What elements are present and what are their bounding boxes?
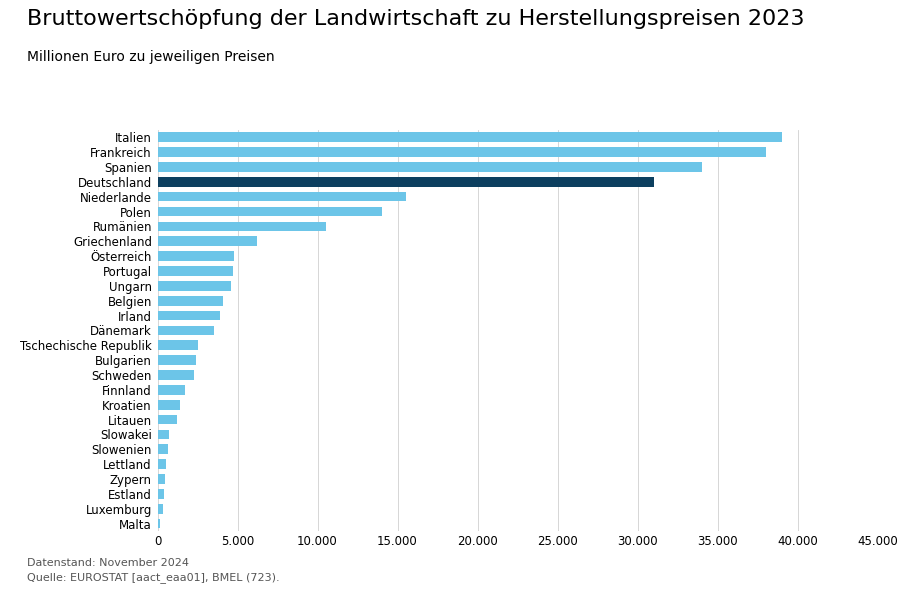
Bar: [158, 430, 168, 439]
Bar: [158, 370, 194, 380]
Bar: [158, 192, 406, 202]
Bar: [158, 266, 233, 276]
Bar: [158, 311, 220, 320]
Bar: [158, 148, 766, 157]
Bar: [158, 132, 781, 142]
Bar: [158, 415, 176, 424]
Bar: [158, 281, 231, 291]
Bar: [158, 400, 180, 409]
Bar: [158, 326, 213, 335]
Bar: [158, 474, 165, 484]
Bar: [158, 296, 223, 306]
Bar: [158, 340, 197, 350]
Bar: [158, 162, 701, 172]
Bar: [158, 489, 164, 499]
Bar: [158, 237, 256, 246]
Bar: [158, 444, 168, 454]
Bar: [158, 222, 326, 231]
Bar: [158, 385, 184, 395]
Bar: [158, 251, 234, 261]
Bar: [158, 355, 196, 365]
Text: Bruttowertschöpfung der Landwirtschaft zu Herstellungspreisen 2023: Bruttowertschöpfung der Landwirtschaft z…: [27, 9, 805, 29]
Bar: [158, 504, 163, 513]
Bar: [158, 459, 166, 469]
Bar: [158, 177, 653, 186]
Bar: [158, 519, 160, 529]
Bar: [158, 206, 382, 217]
Text: Millionen Euro zu jeweiligen Preisen: Millionen Euro zu jeweiligen Preisen: [27, 50, 274, 64]
Text: Datenstand: November 2024: Datenstand: November 2024: [27, 558, 189, 568]
Text: Quelle: EUROSTAT [aact_eaa01], BMEL (723).: Quelle: EUROSTAT [aact_eaa01], BMEL (723…: [27, 572, 280, 583]
